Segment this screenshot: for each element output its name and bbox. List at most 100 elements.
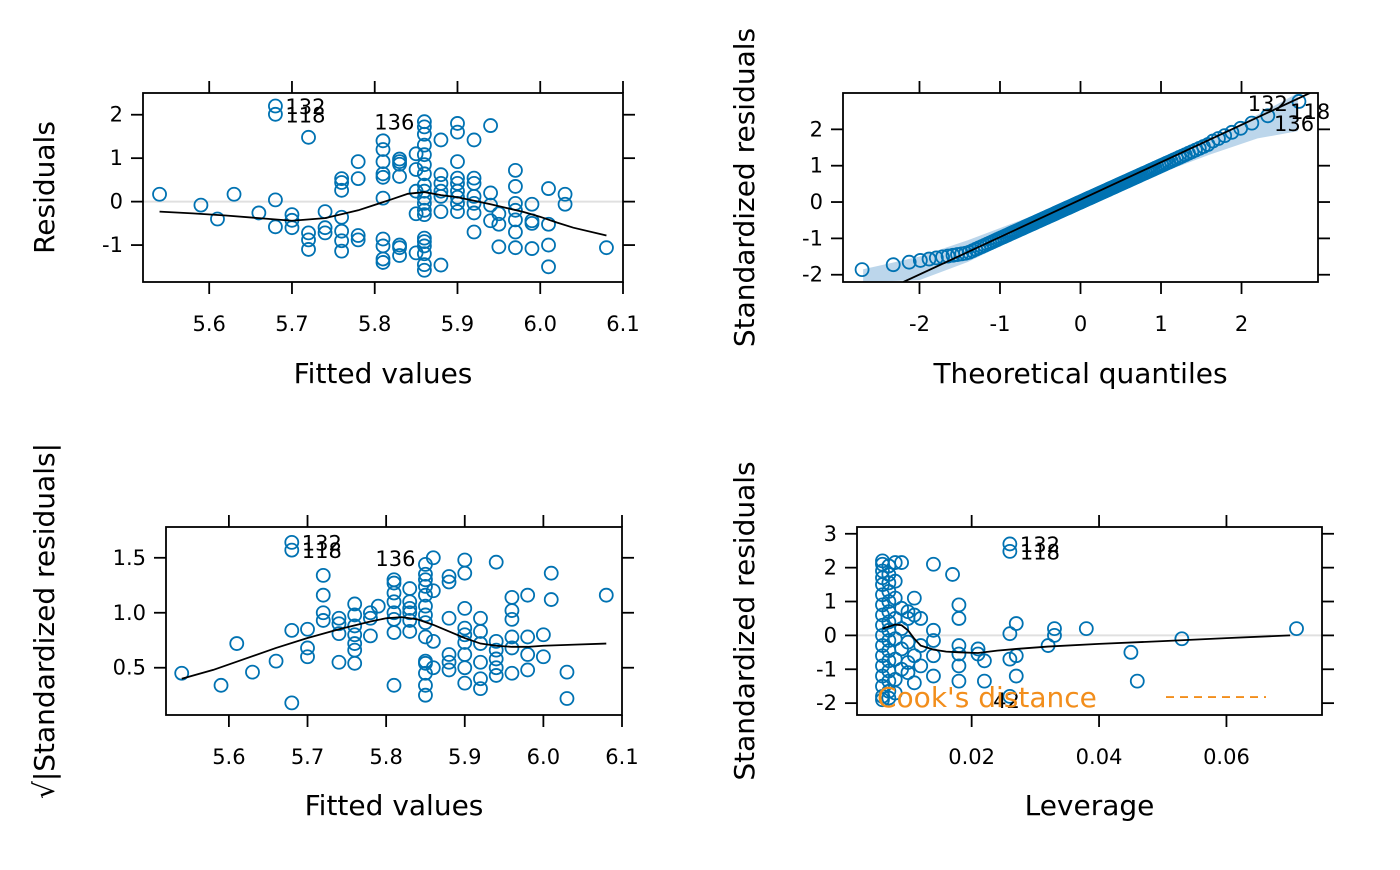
data-point <box>926 556 941 572</box>
data-point <box>557 186 573 202</box>
y-tick-label: 0 <box>810 190 823 214</box>
point-label: 136 <box>374 111 414 135</box>
data-point <box>418 587 433 603</box>
data-point <box>894 555 909 570</box>
data-point <box>881 575 897 591</box>
data-point <box>347 655 363 671</box>
data-point <box>402 605 418 621</box>
data-point <box>284 534 300 550</box>
data-point <box>524 215 540 231</box>
data-point <box>347 607 363 623</box>
data-point <box>334 233 350 249</box>
data-point <box>951 673 967 689</box>
data-point <box>375 133 391 149</box>
data-point <box>210 211 225 227</box>
data-point <box>881 653 897 669</box>
data-point <box>301 232 316 248</box>
data-point <box>284 695 300 711</box>
data-point <box>418 607 433 623</box>
data-point <box>945 567 960 582</box>
x-tick-label: 5.6 <box>193 312 226 336</box>
x-tick-label: 0.06 <box>1203 745 1250 769</box>
data-point <box>331 654 347 670</box>
x-tick-label: 5.9 <box>441 312 474 336</box>
data-point <box>433 167 449 183</box>
data-point <box>1174 631 1190 647</box>
y-tick-label: 0 <box>824 623 837 647</box>
data-point <box>881 633 897 648</box>
data-point <box>347 596 363 612</box>
y-axis-title: Standardized residuals <box>728 461 761 780</box>
data-point <box>951 597 967 613</box>
data-point <box>386 585 402 601</box>
data-point <box>1129 673 1145 689</box>
data-point <box>508 179 523 194</box>
data-point <box>416 246 432 262</box>
data-point <box>928 250 944 266</box>
data-point <box>418 578 433 594</box>
x-tick-label: 0 <box>1074 312 1087 336</box>
panel-resid-fitted: 5.6 5.7 5.8 5.9 6.0 6.1 -1 0 1 2 Fitted values Resi… <box>28 81 640 390</box>
y-tick-label: 2 <box>110 103 123 127</box>
data-point <box>416 207 432 223</box>
data-point <box>350 228 366 243</box>
data-point <box>416 195 432 211</box>
data-point <box>450 116 465 131</box>
data-point <box>268 192 283 208</box>
data-point <box>887 685 903 701</box>
data-point <box>488 660 504 676</box>
data-point <box>386 625 402 640</box>
data-point <box>425 660 441 676</box>
data-point <box>375 169 391 185</box>
data-point <box>881 683 897 699</box>
y-tick-label: -2 <box>816 691 837 715</box>
data-point <box>491 239 507 255</box>
plot-frame <box>856 526 1323 716</box>
data-point <box>887 573 903 589</box>
data-point <box>408 146 424 162</box>
data-point <box>1047 621 1062 637</box>
data-point <box>504 665 520 681</box>
data-point <box>913 638 929 653</box>
y-tick-label: -1 <box>816 657 837 681</box>
data-point <box>508 240 523 256</box>
data-point <box>466 189 482 204</box>
data-point <box>488 642 504 658</box>
data-point <box>488 633 504 649</box>
data-point <box>268 653 284 669</box>
plot-area <box>174 534 614 711</box>
x-axis-title: Leverage <box>1025 789 1155 822</box>
data-point <box>315 587 331 603</box>
y-tick-label: -1 <box>802 226 823 250</box>
data-point <box>524 196 540 212</box>
data-point <box>317 220 333 236</box>
data-point <box>425 583 441 599</box>
x-tick-label: -1 <box>990 312 1011 336</box>
y-tick-label: 1 <box>810 154 823 178</box>
data-point <box>457 675 473 691</box>
x-tick-label: 5.6 <box>212 745 245 769</box>
qq-line <box>903 93 1311 282</box>
data-point <box>334 209 350 225</box>
data-point <box>386 677 402 693</box>
data-point <box>466 205 482 221</box>
data-point <box>457 600 473 616</box>
data-point <box>1289 621 1304 637</box>
data-point <box>392 248 407 263</box>
data-point <box>416 157 432 173</box>
data-point <box>392 169 407 184</box>
x-axis-title: Fitted values <box>305 789 484 822</box>
data-point <box>386 575 402 591</box>
smooth-line <box>882 623 1291 654</box>
data-point <box>543 565 559 581</box>
data-point <box>402 594 418 610</box>
data-point <box>370 598 386 614</box>
data-point <box>268 106 283 122</box>
data-point <box>334 171 350 186</box>
data-point <box>268 98 283 114</box>
data-point <box>229 636 245 651</box>
point-label: 118 <box>302 539 342 563</box>
data-point <box>284 542 300 558</box>
data-point <box>1002 536 1018 552</box>
data-point <box>504 589 520 605</box>
